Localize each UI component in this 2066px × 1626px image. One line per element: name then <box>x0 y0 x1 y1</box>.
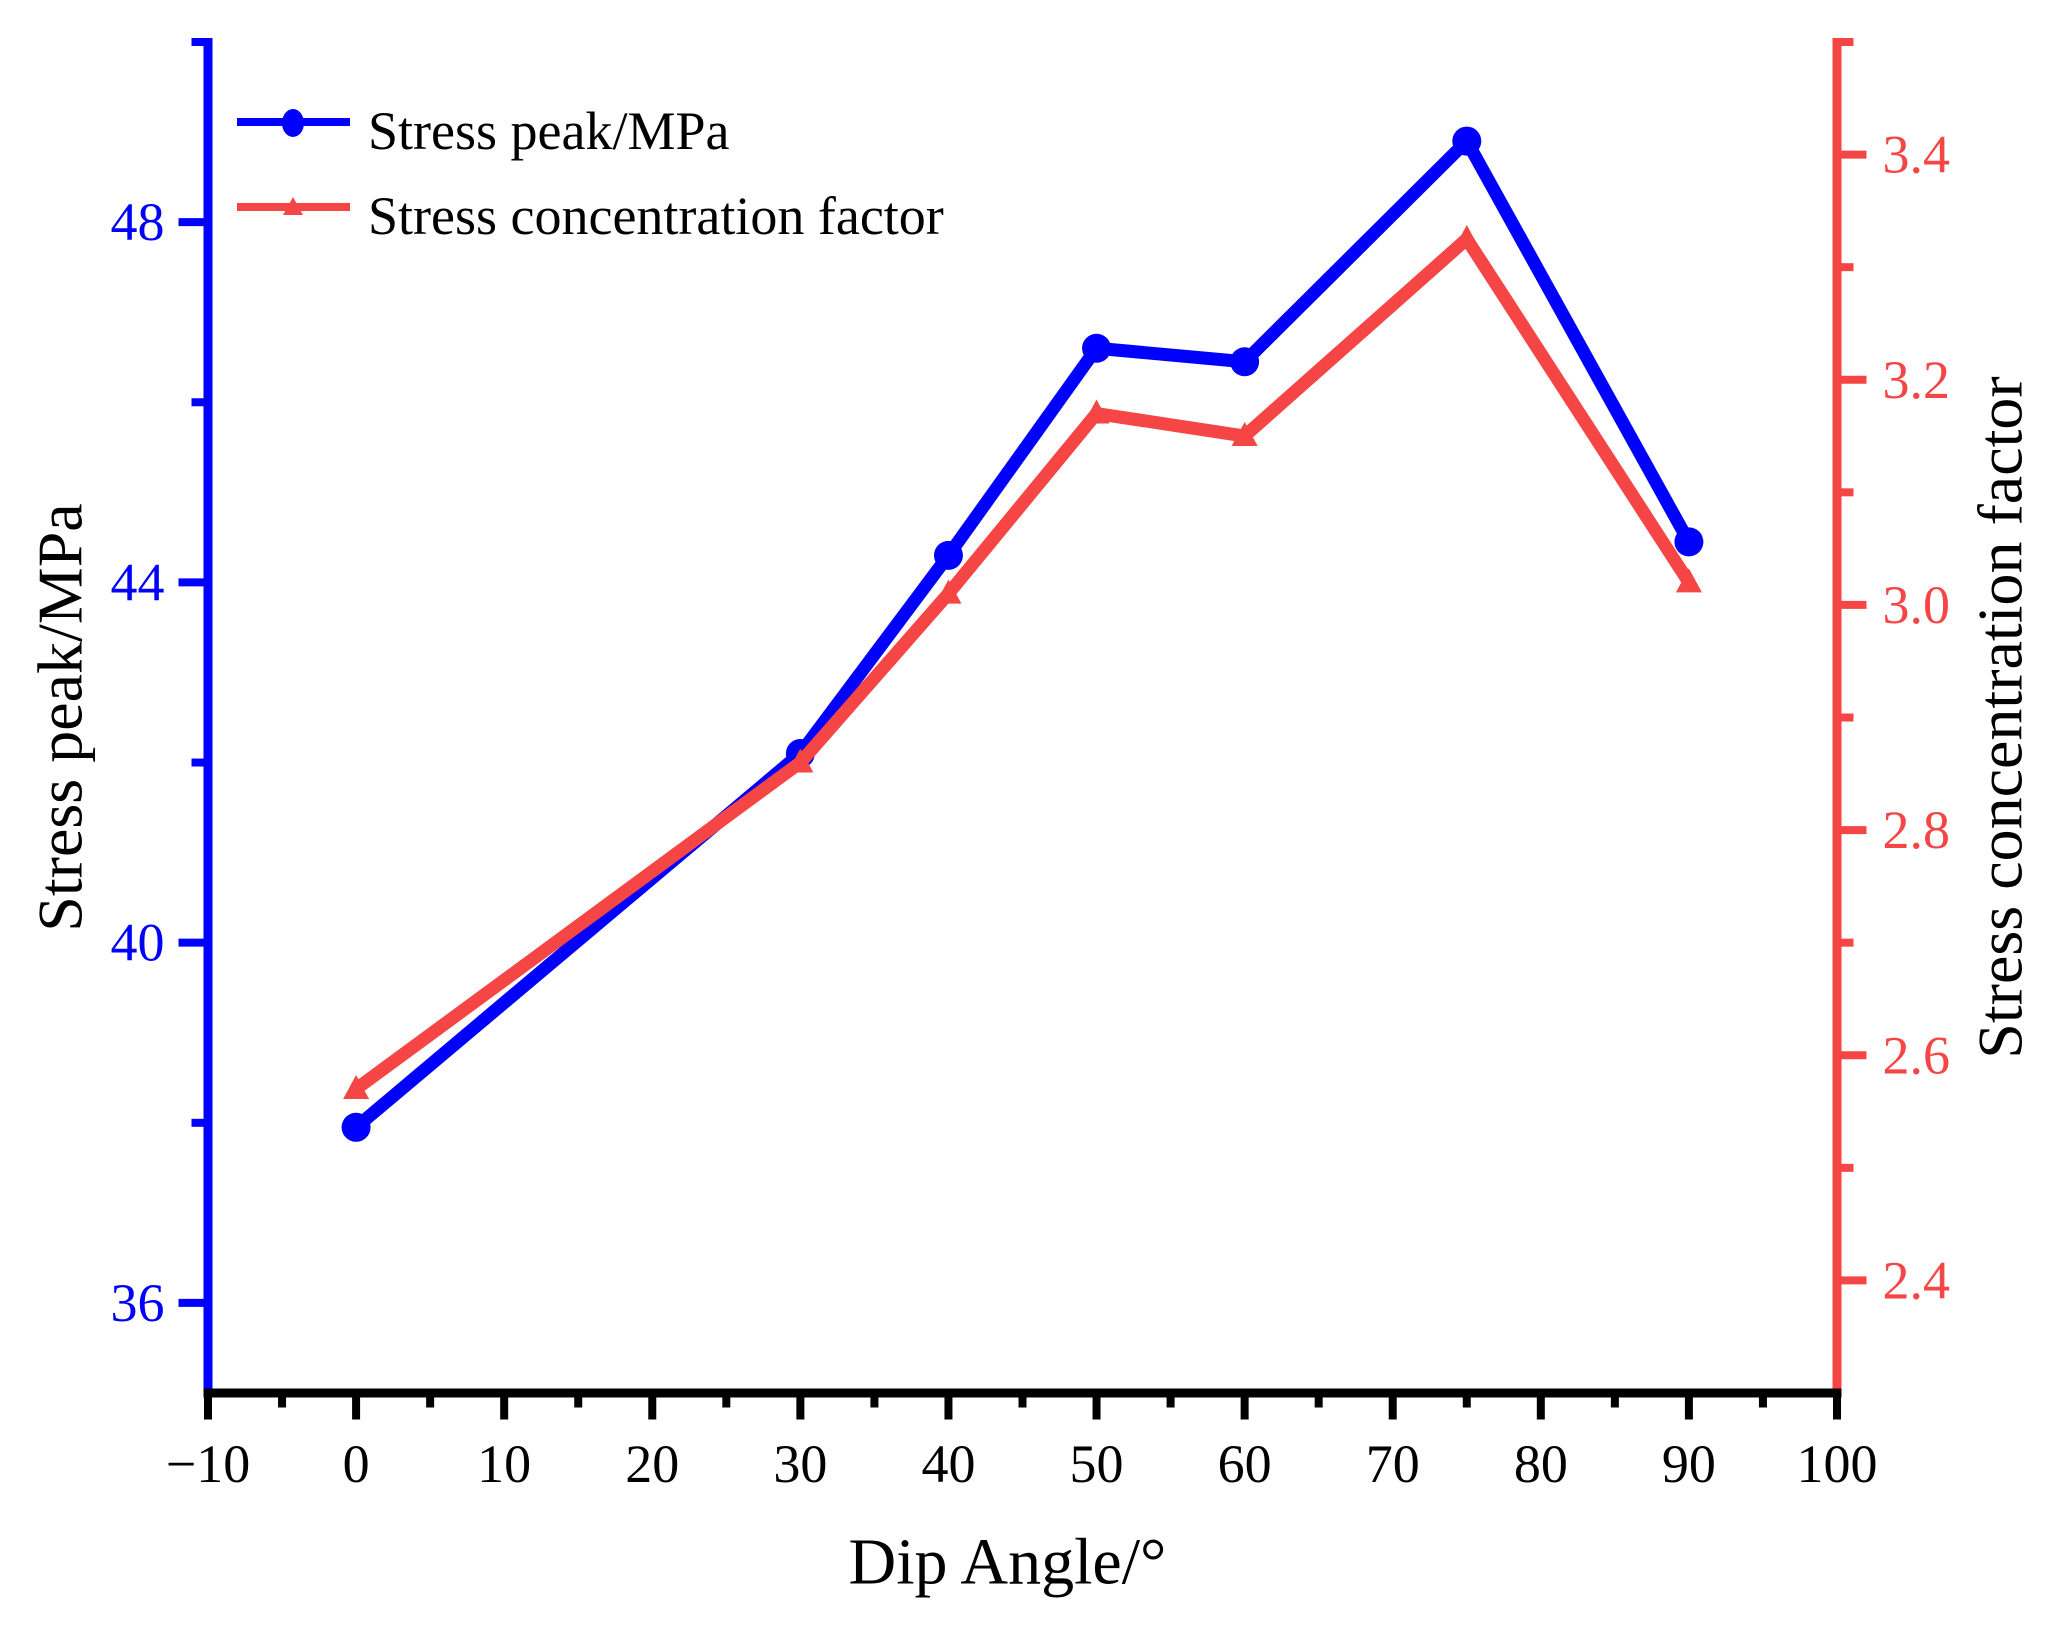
data-point-marker-triangle <box>1083 399 1110 424</box>
x-tick-label: 70 <box>1366 1434 1420 1494</box>
x-tick-label: 50 <box>1070 1434 1124 1494</box>
left-tick-label: 48 <box>111 192 165 252</box>
right-tick-label: 3.4 <box>1883 125 1951 185</box>
data-point-marker-circle <box>341 1112 371 1142</box>
axes: 36 40 44 48 Stress peak/MPa 2.4 2.6 2.8 3.0 3.2 3.… <box>25 38 2036 1599</box>
x-tick-label: 100 <box>1797 1434 1878 1494</box>
x-tick-label: 0 <box>343 1434 370 1494</box>
legend-entry: Stress concentration factor <box>237 186 944 246</box>
x-tick-label: 80 <box>1514 1434 1568 1494</box>
data-point-marker-circle <box>933 540 963 570</box>
x-axis: −10 0 10 20 30 40 50 60 70 80 90 100 Dip Angle/° <box>166 1388 1878 1599</box>
right-axis: 2.4 2.6 2.8 3.0 3.2 3.4 Stress concentration f… <box>1832 38 2036 1398</box>
data-point-marker-circle <box>1674 527 1704 557</box>
data-point-marker-circle <box>1082 333 1112 363</box>
data-point-marker-triangle <box>1453 225 1480 250</box>
x-tick-label: 40 <box>921 1434 975 1494</box>
left-tick-label: 44 <box>111 552 165 612</box>
legend-marker-circle <box>282 109 304 137</box>
left-axis-title: Stress peak/MPa <box>25 503 96 931</box>
data-point-marker-triangle <box>935 579 962 604</box>
legend-marker-triangle <box>283 197 303 215</box>
left-tick-label: 36 <box>111 1273 165 1333</box>
data-point-marker-triangle <box>1231 422 1258 447</box>
x-tick-label: 10 <box>477 1434 531 1494</box>
legend-label: Stress concentration factor <box>368 186 944 246</box>
data-point-marker-circle <box>1230 347 1260 377</box>
right-tick-label: 2.8 <box>1883 800 1951 860</box>
left-axis: 36 40 44 48 Stress peak/MPa <box>25 38 213 1398</box>
x-tick-label: −10 <box>166 1434 250 1494</box>
x-tick-label: 90 <box>1662 1434 1716 1494</box>
left-tick-label: 40 <box>111 913 165 973</box>
right-tick-label: 2.4 <box>1883 1250 1951 1310</box>
x-tick-label: 20 <box>625 1434 679 1494</box>
data-point-marker-triangle <box>1675 568 1702 593</box>
right-tick-label: 2.6 <box>1883 1025 1951 1085</box>
data-point-marker-triangle <box>787 748 814 773</box>
legend-entry: Stress peak/MPa <box>237 101 730 161</box>
data-point-marker-triangle <box>343 1075 370 1100</box>
legend-label: Stress peak/MPa <box>368 101 730 161</box>
data-point-marker-circle <box>1452 126 1482 156</box>
legend: Stress peak/MPa Stress concentration fact… <box>237 101 944 246</box>
right-tick-label: 3.2 <box>1883 350 1951 410</box>
x-tick-label: 60 <box>1218 1434 1272 1494</box>
series-stress-concentration <box>343 225 1702 1100</box>
right-axis-title: Stress concentration factor <box>1965 376 2036 1058</box>
right-tick-label: 3.0 <box>1883 575 1951 635</box>
x-axis-title: Dip Angle/° <box>849 1526 1167 1599</box>
series-line <box>349 134 1696 1134</box>
x-tick-label: 30 <box>773 1434 827 1494</box>
